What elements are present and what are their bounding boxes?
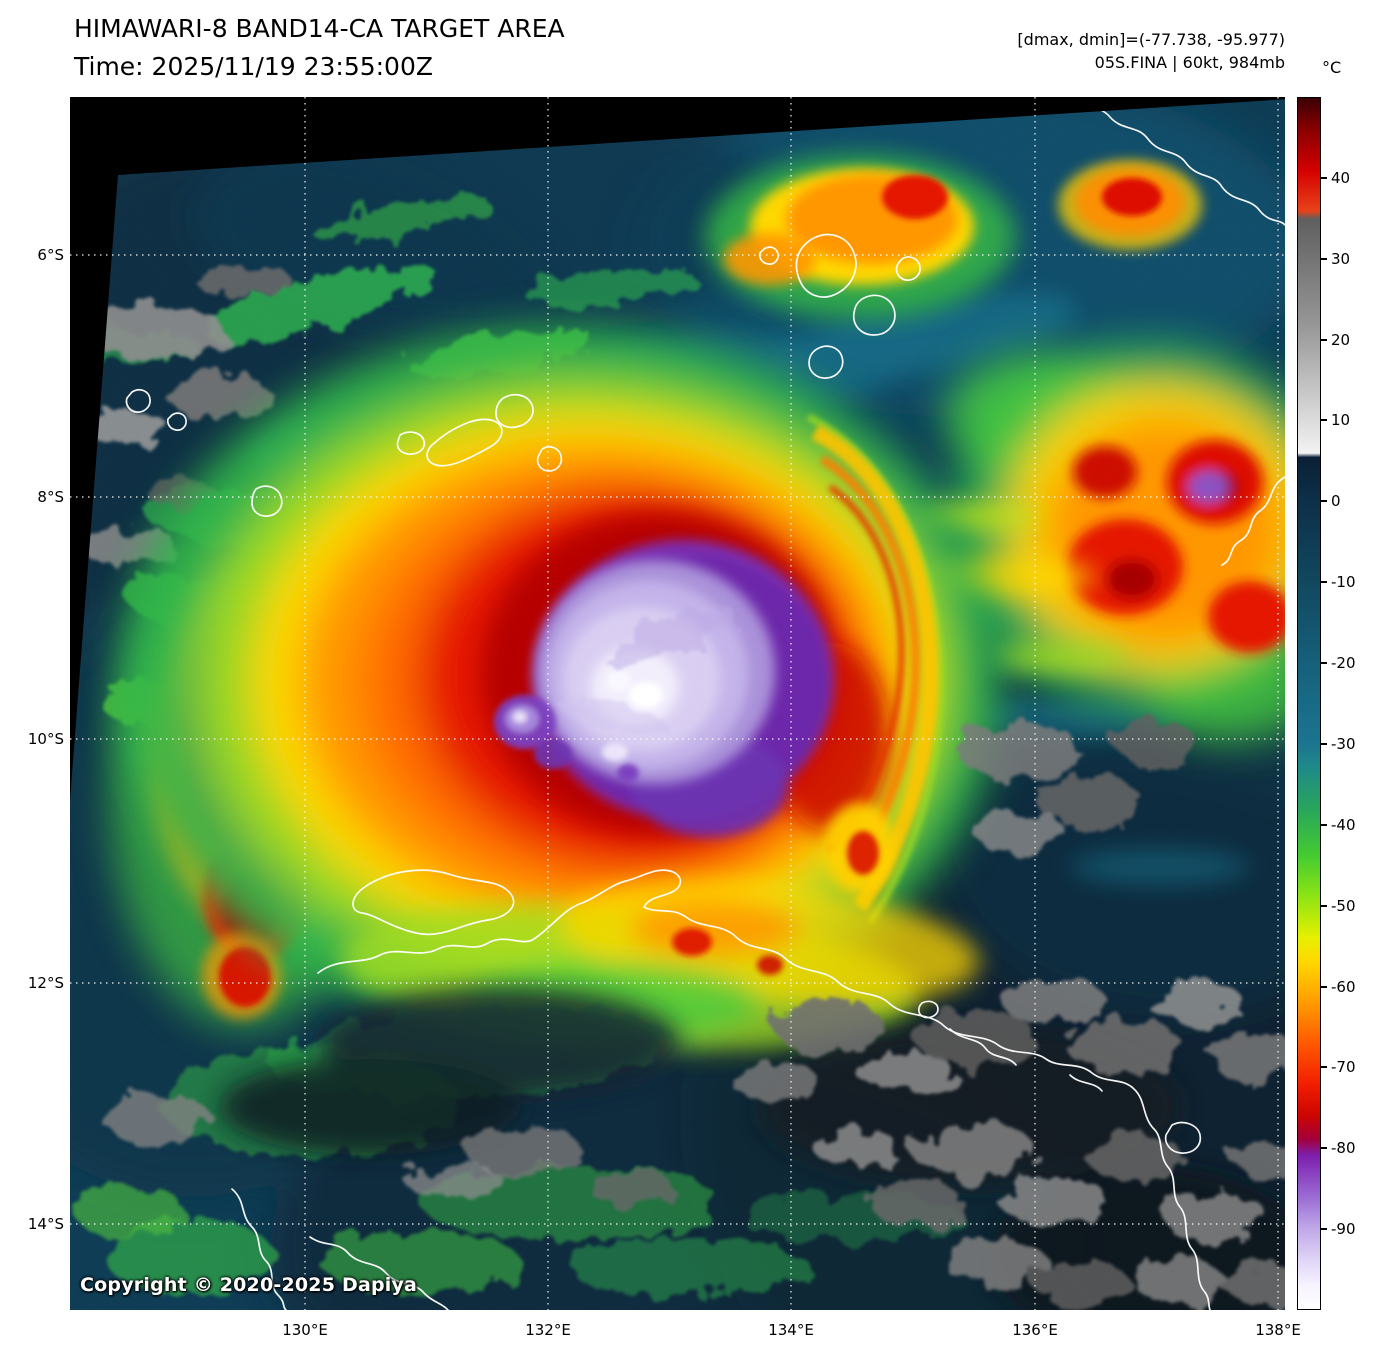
colorbar-tick-label: -90: [1331, 1220, 1356, 1239]
colorbar-tick-mark: [1321, 904, 1327, 907]
coastline-new-guinea: [1067, 97, 1285, 226]
colorbar-tick-mark: [1321, 257, 1327, 260]
colorbar-tick-label: -40: [1331, 815, 1356, 834]
colorbar-tick-label: 30: [1331, 249, 1351, 268]
data-swath: [70, 97, 1285, 1310]
colorbar-tick-mark: [1321, 985, 1327, 988]
colorbar-tick-label: 40: [1331, 168, 1351, 187]
colorbar-tick-label: 20: [1331, 330, 1351, 349]
coastline-australia: [317, 869, 1211, 1310]
figure-time: Time: 2025/11/19 23:55:00Z: [74, 52, 433, 81]
colorbar-tick-mark: [1321, 1228, 1327, 1231]
colorbar-tick-mark: [1321, 176, 1327, 179]
satellite-map: Copyright © 2020-2025 Dapiya: [70, 97, 1285, 1310]
lat-label-10s: 10°S: [27, 730, 64, 748]
colorbar: [1297, 97, 1321, 1310]
coastlines: [125, 97, 1285, 1310]
figure-title: HIMAWARI-8 BAND14-CA TARGET AREA: [74, 14, 565, 43]
island-tiwi: [352, 869, 515, 936]
coastline-new-guinea-south: [1221, 476, 1285, 566]
colorbar-tick-label: -30: [1331, 734, 1356, 753]
grid-lines: [70, 97, 1285, 1310]
lat-label-12s: 12°S: [27, 974, 64, 992]
colorbar-tick-mark: [1321, 823, 1327, 826]
island-aru-2: [852, 294, 896, 336]
colorbar-tick-label: 10: [1331, 411, 1351, 430]
lat-label-14s: 14°S: [27, 1215, 64, 1233]
lat-label-6s: 6°S: [37, 246, 64, 264]
colorbar-tick-mark: [1321, 1066, 1327, 1069]
lon-label-130e: 130°E: [282, 1321, 328, 1339]
lat-label-8s: 8°S: [37, 488, 64, 506]
island-small-1: [895, 256, 921, 281]
colorbar-tick-label: -60: [1331, 977, 1356, 996]
coastline-arnhem-bays-1: [949, 1028, 1017, 1066]
island-small-2: [758, 246, 779, 265]
colorbar-tick-mark: [1321, 338, 1327, 341]
island-kai-2: [536, 446, 563, 472]
colorbar-tick-mark: [1321, 419, 1327, 422]
island-small-3: [396, 431, 426, 455]
colorbar-tick-label: 0: [1331, 492, 1341, 511]
island-groote: [1164, 1121, 1202, 1154]
island-kai-1: [495, 393, 534, 429]
dmax-dmin-annotation: [dmax, dmin]=(-77.738, -95.977): [1017, 30, 1285, 49]
colorbar-tick-mark: [1321, 581, 1327, 584]
coastline-bonaparte-2: [309, 1236, 449, 1310]
lon-label-134e: 134°E: [768, 1321, 814, 1339]
island-babar: [251, 485, 283, 517]
colorbar-tick-label: -50: [1331, 896, 1356, 915]
lon-label-136e: 136°E: [1012, 1321, 1058, 1339]
colorbar-tick-label: -10: [1331, 573, 1356, 592]
island-west-2: [166, 412, 187, 431]
colorbar-tick-mark: [1321, 742, 1327, 745]
colorbar-tick-mark: [1321, 1147, 1327, 1150]
coastline-arnhem-bays-2: [1069, 1074, 1103, 1092]
satellite-image: [70, 97, 1285, 1310]
copyright-text: Copyright © 2020-2025 Dapiya: [80, 1274, 418, 1296]
colorbar-tick-mark: [1321, 500, 1327, 503]
colorbar-tick-label: -20: [1331, 654, 1356, 673]
colorbar-unit-label: °C: [1322, 58, 1342, 77]
storm-info-annotation: 05S.FINA | 60kt, 984mb: [1094, 53, 1285, 72]
lon-label-132e: 132°E: [525, 1321, 571, 1339]
lon-label-138e: 138°E: [1255, 1321, 1301, 1339]
colorbar-tick-label: -70: [1331, 1058, 1356, 1077]
colorbar-tick-mark: [1321, 662, 1327, 665]
island-tanimbar: [426, 418, 503, 467]
colorbar-tick-label: -80: [1331, 1139, 1356, 1158]
island-aru-3: [808, 345, 844, 379]
island-aru-1: [795, 233, 857, 298]
island-coastal-small: [918, 1000, 939, 1019]
coastline-bonaparte-1: [231, 1188, 287, 1310]
island-west-1: [125, 389, 151, 413]
